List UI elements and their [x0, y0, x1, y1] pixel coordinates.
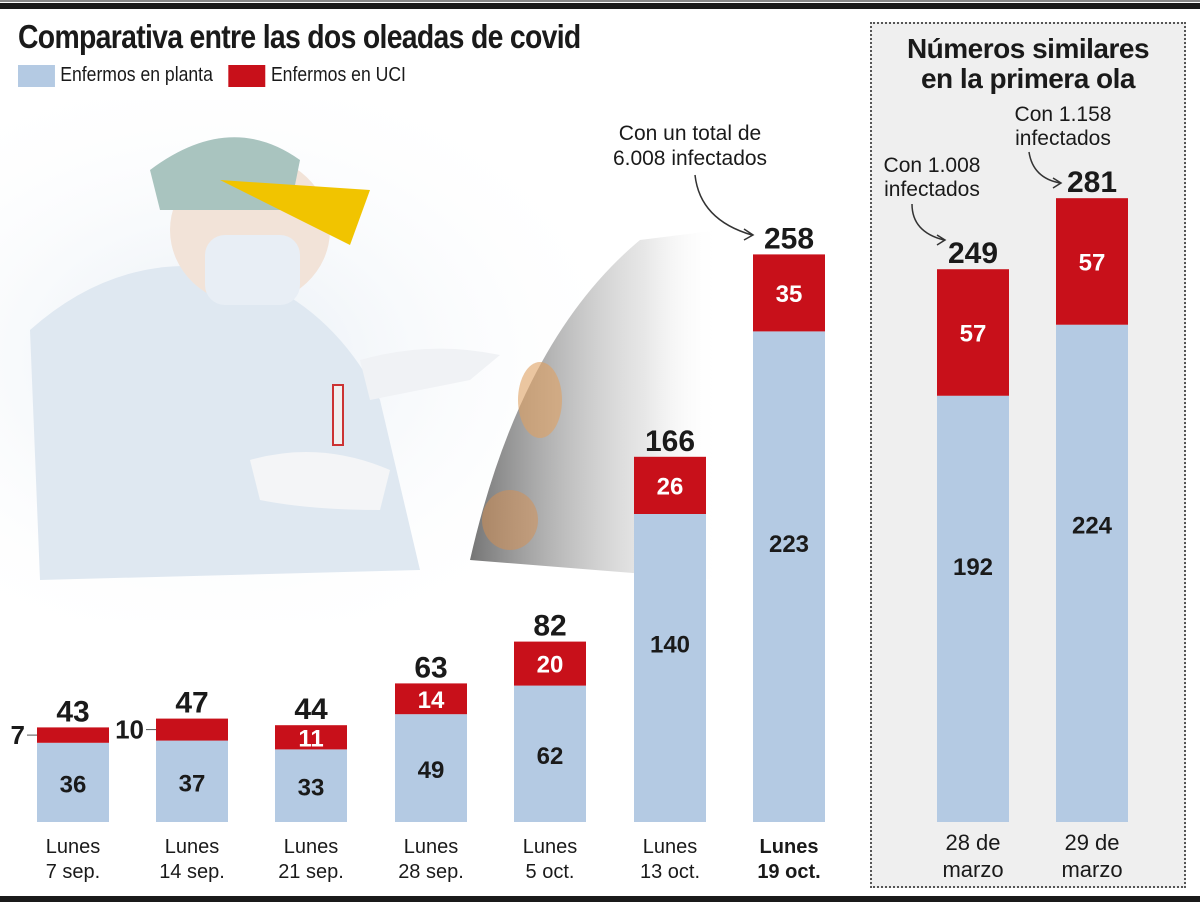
bottom-rule: [0, 896, 1200, 902]
category-label-3-line-1: Lunes: [404, 836, 459, 858]
label-uci-6: 35: [776, 281, 803, 308]
panel-title: Números similares en la primera ola: [872, 34, 1184, 94]
category-label-4-line-1: Lunes: [523, 836, 578, 858]
panel-label-planta-1: 224: [1072, 513, 1113, 540]
legend-label-planta: Enfermos en planta: [60, 64, 213, 86]
panel-bar-planta-0: [937, 395, 1009, 822]
bar-planta-3: [395, 714, 467, 822]
label-planta-3: 49: [418, 757, 445, 784]
legend: Enfermos en planta Enfermos en UCI: [18, 64, 422, 87]
label-total-5: 166: [645, 425, 695, 458]
panel-label-planta-0: 192: [953, 554, 993, 581]
panel-label-total-1: 281: [1067, 166, 1117, 199]
panel-category-0-line-2: marzo: [942, 857, 1003, 882]
chart-title: Comparativa entre las dos oleadas de cov…: [18, 18, 581, 55]
label-total-4: 82: [533, 610, 566, 643]
panel-bar-uci-0: [937, 269, 1009, 396]
bar-planta-0: [37, 742, 109, 822]
label-total-3: 63: [414, 651, 447, 684]
panel-annotation-0-line-2: infectados: [884, 178, 980, 201]
bar-planta-6: [753, 331, 825, 822]
category-label-1-line-2: 14 sep.: [159, 861, 225, 883]
panel-category-1-line-2: marzo: [1061, 857, 1122, 882]
label-uci-5: 26: [657, 473, 684, 500]
bar-uci-0: [37, 727, 109, 743]
label-total-0: 43: [56, 695, 89, 728]
label-planta-1: 37: [179, 770, 206, 797]
top-rule: [0, 3, 1200, 9]
panel-bar-uci-1: [1056, 198, 1128, 325]
bar-uci-1: [156, 718, 228, 741]
label-planta-6: 223: [769, 531, 809, 558]
category-label-2-line-1: Lunes: [284, 836, 339, 858]
bar-uci-6: [753, 254, 825, 332]
legend-label-uci: Enfermos en UCI: [270, 64, 406, 86]
annotation-arrowhead: [743, 228, 755, 241]
label-planta-0: 36: [60, 771, 87, 798]
label-planta-4: 62: [537, 743, 564, 770]
label-uci-3: 14: [418, 687, 445, 714]
label-uci-2: 11: [298, 725, 323, 752]
bar-planta-4: [514, 685, 586, 822]
legend-swatch-uci: [228, 64, 266, 87]
panel-annotation-1-line-1: Con 1.158: [1015, 103, 1112, 126]
label-total-2: 44: [294, 693, 328, 726]
category-label-6-line-1: Lunes: [760, 836, 819, 858]
panel-category-0-line-1: 28 de: [945, 830, 1000, 855]
panel-title-line-1: Números similares: [906, 33, 1150, 64]
bar-planta-5: [634, 514, 706, 822]
category-label-0-line-2: 7 sep.: [46, 861, 100, 883]
label-planta-5: 140: [650, 632, 690, 659]
panel-category-1-line-1: 29 de: [1064, 830, 1119, 855]
legend-item-uci: Enfermos en UCI: [228, 64, 406, 87]
panel-annotation-1-arrow: [1028, 151, 1061, 184]
bar-uci-3: [395, 683, 467, 715]
category-label-5-line-2: 13 oct.: [640, 861, 700, 883]
bar-uci-5: [634, 456, 706, 514]
label-total-6: 258: [764, 222, 814, 255]
category-label-0-line-1: Lunes: [46, 836, 101, 858]
panel-annotation-0-arrowhead: [936, 234, 947, 246]
category-label-4-line-2: 5 oct.: [526, 861, 575, 883]
legend-swatch-planta: [18, 64, 55, 87]
panel-annotation-1-arrowhead: [1052, 177, 1063, 189]
bar-planta-1: [156, 740, 228, 822]
bar-planta-2: [275, 749, 347, 822]
panel-annotation-0-arrow: [911, 203, 945, 241]
annotation-arrow: [694, 174, 753, 236]
label-planta-2: 33: [298, 775, 325, 802]
category-label-2-line-2: 21 sep.: [278, 861, 344, 883]
label-uci-4: 20: [537, 652, 564, 679]
category-label-3-line-2: 28 sep.: [398, 861, 464, 883]
label-uci-0: 7: [11, 720, 25, 750]
label-uci-1: 10: [115, 715, 144, 745]
bar-uci-4: [514, 641, 586, 686]
annotation-line-2: 6.008 infectados: [613, 147, 767, 170]
legend-item-planta: Enfermos en planta: [18, 64, 213, 87]
panel-annotation-0-line-1: Con 1.008: [884, 154, 981, 177]
panel-label-uci-0: 57: [960, 320, 987, 347]
panel-label-total-0: 249: [948, 237, 998, 270]
first-wave-panel: Números similares en la primera ola: [870, 22, 1186, 888]
label-total-1: 47: [175, 687, 208, 720]
panel-bar-planta-1: [1056, 324, 1128, 822]
top-thin-rule: [0, 0, 1200, 2]
panel-annotation-1-line-2: infectados: [1015, 127, 1111, 150]
category-label-5-line-1: Lunes: [643, 836, 698, 858]
panel-title-line-2: en la primera ola: [920, 63, 1136, 94]
panel-label-uci-1: 57: [1079, 249, 1106, 276]
category-label-6-line-2: 19 oct.: [757, 861, 820, 883]
category-label-1-line-1: Lunes: [165, 836, 220, 858]
annotation-line-1: Con un total de: [619, 122, 761, 145]
bar-uci-2: [275, 725, 347, 750]
